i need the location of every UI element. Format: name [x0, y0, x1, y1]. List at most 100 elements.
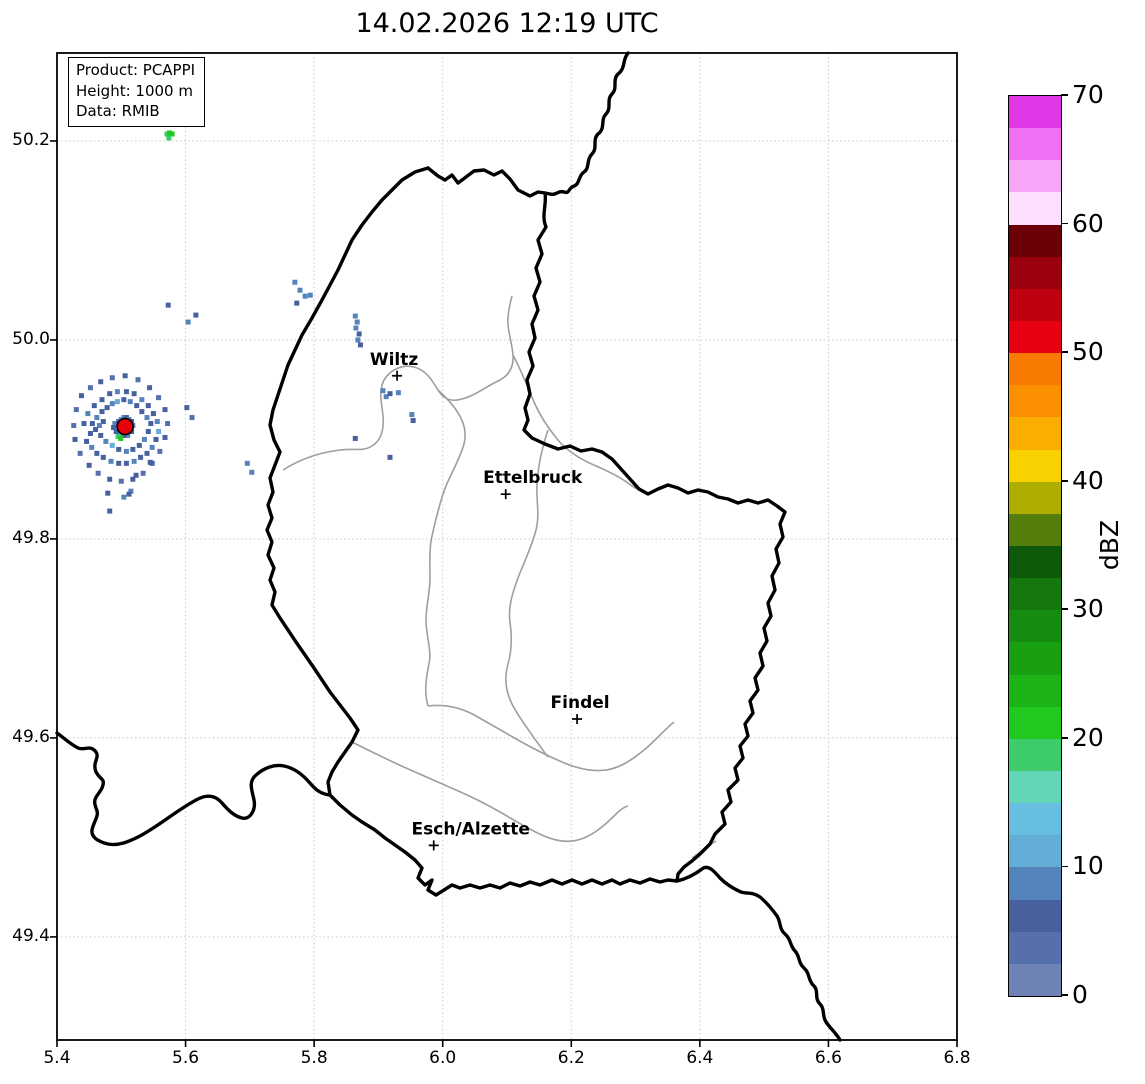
colorbar-band	[1009, 481, 1061, 514]
radar-echo-cell	[87, 385, 93, 391]
radar-echo-cell	[169, 131, 175, 137]
radar-echo-cell	[352, 435, 358, 441]
figure-title: 14.02.2026 12:19 UTC	[355, 8, 659, 39]
colorbar-band	[1009, 128, 1061, 161]
radar-echo-cell	[99, 397, 105, 403]
radar-echo-cell	[156, 428, 162, 434]
colorbar-band	[1009, 642, 1061, 675]
radar-echo-cell	[72, 436, 78, 442]
radar-echo-cell	[395, 390, 401, 396]
city-plus-marker	[572, 714, 583, 725]
radar-echo-cell	[410, 418, 416, 424]
radar-echo-cell	[121, 397, 127, 403]
colorbar-band	[1009, 449, 1061, 482]
radar-echo-cell	[136, 442, 142, 448]
product-info-line: Data: RMIB	[76, 102, 160, 121]
radar-echo-cell	[352, 313, 358, 319]
radar-echo-cell	[383, 394, 389, 400]
radar-echo-cell	[147, 459, 153, 465]
colorbar-band	[1009, 931, 1061, 964]
radar-echo-cell	[294, 300, 300, 306]
radar-echo-cell	[165, 302, 171, 308]
y-tick-label: 49.8	[12, 527, 50, 548]
radar-echo-cell	[354, 319, 360, 325]
radar-echo-cell	[135, 377, 141, 383]
radar-echo-cell	[150, 411, 156, 417]
radar-echo-cell	[100, 454, 106, 460]
city-label: Ettelbruck	[483, 468, 583, 488]
radar-echo-cell	[109, 375, 115, 381]
radar-echo-cell	[121, 432, 127, 438]
gridlines	[57, 53, 957, 1040]
radar-echo-cell	[112, 421, 118, 427]
radar-echo-cell	[104, 405, 110, 411]
radar-echo-cell	[123, 448, 129, 454]
colorbar-band	[1009, 385, 1061, 418]
colorbar-band	[1009, 899, 1061, 932]
radar-echo-cell	[189, 415, 195, 421]
radar-echo-cell	[145, 403, 151, 409]
radar-site-dot	[116, 417, 134, 436]
radar-echo-cell	[94, 450, 100, 456]
radar-echo-cell	[98, 379, 104, 385]
radar-echo-cell	[147, 385, 153, 391]
radar-echo-cell	[71, 423, 77, 429]
radar-echo-cell	[100, 419, 106, 425]
radar-echo-cell	[114, 389, 120, 395]
radar-echo-cell	[125, 432, 131, 438]
radar-echo-cell	[387, 391, 393, 397]
radar-echo-cell	[297, 287, 303, 293]
plot-border	[56, 52, 958, 1041]
colorbar-tick-label: 50	[1072, 337, 1104, 367]
colorbar-tick-label: 60	[1072, 208, 1104, 238]
radar-echo-cell	[127, 399, 133, 405]
radar-echo-cell	[131, 458, 137, 464]
colorbar-band	[1009, 706, 1061, 739]
radar-echo-cell	[123, 389, 129, 395]
radar-echo-cell	[108, 458, 114, 464]
colorbar-tick-mark	[1061, 479, 1068, 482]
colorbar-band	[1009, 674, 1061, 707]
canton-borders	[282, 295, 717, 859]
radar-echo-cell	[93, 426, 99, 432]
radar-echo-cell	[167, 130, 172, 136]
radar-echo-cell	[81, 421, 87, 427]
radar-echo-cell	[184, 405, 190, 411]
radar-echo-cell	[107, 476, 113, 482]
radar-echo-cell	[87, 430, 93, 436]
colorbar-tick-mark	[1061, 222, 1068, 225]
radar-echo-cell	[111, 425, 117, 431]
radar-echo-cell	[130, 476, 136, 482]
radar-echo-cell	[162, 434, 168, 440]
radar-echo-cell	[130, 446, 136, 452]
city-plus-marker	[500, 489, 511, 500]
radar-echo-cell	[139, 397, 145, 403]
colorbar-tick-mark	[1061, 994, 1068, 996]
colorbar-band	[1009, 160, 1061, 193]
radar-echo-cell	[307, 292, 313, 298]
radar-echo-cell	[105, 490, 111, 496]
city-plus-marker	[428, 840, 439, 851]
colorbar-band	[1009, 320, 1061, 354]
radar-echo-cell	[380, 388, 386, 394]
radar-echo-cell	[109, 401, 115, 407]
x-tick-label: 6.0	[429, 1048, 457, 1068]
y-tick-label: 49.6	[12, 726, 50, 747]
colorbar-tick-mark	[1061, 608, 1068, 611]
x-tick-label: 5.8	[300, 1048, 328, 1068]
radar-echo-cell	[133, 472, 139, 478]
radar-echo-cell	[96, 423, 102, 429]
colorbar-band	[1009, 96, 1061, 129]
colorbar-band	[1009, 256, 1061, 289]
radar-echo-cell	[107, 391, 113, 397]
radar-echo-cell	[387, 454, 393, 460]
y-tick-label: 49.4	[12, 925, 50, 946]
colorbar-tick-label: 20	[1072, 722, 1104, 752]
radar-echo-cell	[118, 478, 124, 484]
colorbar-tick-label: 30	[1072, 594, 1104, 624]
radar-echo-cell	[122, 373, 128, 379]
colorbar-band	[1009, 770, 1061, 804]
x-tick-label: 6.4	[686, 1048, 714, 1068]
colorbar-band	[1009, 867, 1061, 900]
radar-echo-cell	[107, 508, 113, 514]
